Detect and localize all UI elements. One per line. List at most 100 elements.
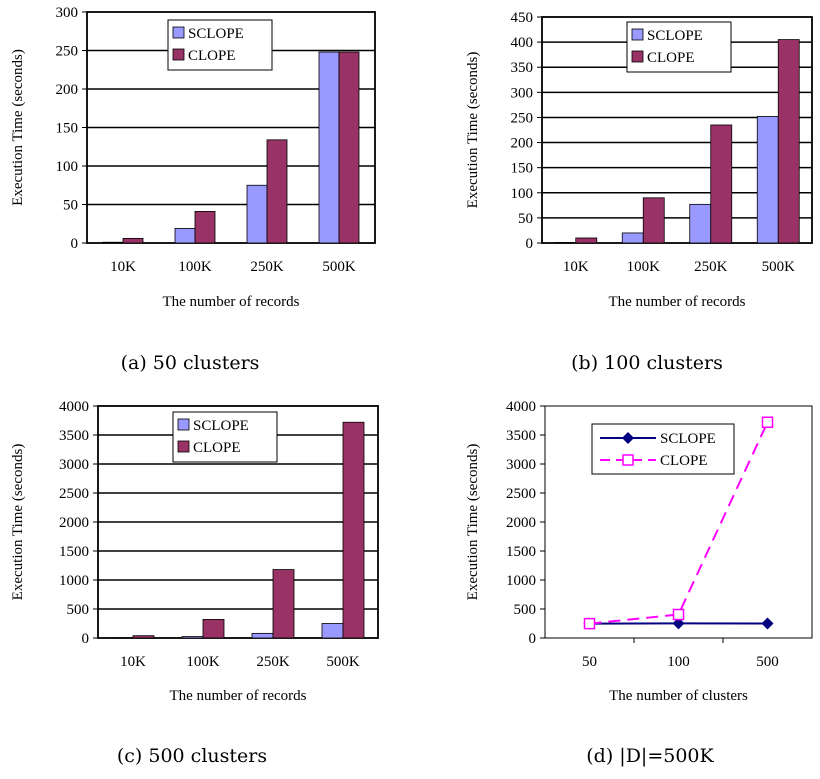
legend-label-sclope: SCLOPE xyxy=(188,26,244,42)
x-tick-label: 100 xyxy=(667,654,690,670)
point-clope xyxy=(585,619,595,629)
bar-clope xyxy=(195,211,215,243)
bar-clope xyxy=(203,619,224,638)
y-tick-label: 1000 xyxy=(506,573,536,589)
legend-label-clope: CLOPE xyxy=(188,48,236,64)
bar-clope xyxy=(339,52,359,243)
y-tick-label: 4000 xyxy=(59,399,89,415)
x-axis-label: The number of records xyxy=(162,294,299,310)
y-tick-label: 3000 xyxy=(506,457,536,473)
x-tick-label: 500 xyxy=(756,654,779,670)
y-tick-label: 0 xyxy=(526,236,534,252)
bar-sclope xyxy=(322,624,343,639)
y-tick-label: 3500 xyxy=(506,428,536,444)
x-tick-label: 10K xyxy=(120,654,146,670)
chart-caption: (a) 50 clusters xyxy=(121,352,260,374)
y-tick-label: 2500 xyxy=(59,486,89,502)
bar-sclope xyxy=(182,637,203,638)
legend-marker-clope xyxy=(623,455,633,465)
bar-clope xyxy=(273,570,294,638)
bar-sclope xyxy=(247,185,267,243)
y-tick-label: 0 xyxy=(82,631,90,647)
legend-label-sclope: SCLOPE xyxy=(647,28,703,44)
x-tick-label: 10K xyxy=(110,259,136,275)
x-tick-label: 500K xyxy=(762,259,796,275)
chart-caption: (c) 500 clusters xyxy=(117,745,267,767)
bar-clope xyxy=(267,140,287,243)
legend-swatch-clope xyxy=(632,51,643,62)
legend-swatch-clope xyxy=(178,441,189,452)
legend-label-clope: CLOPE xyxy=(193,440,241,456)
y-tick-label: 3500 xyxy=(59,428,89,444)
y-tick-label: 4000 xyxy=(506,399,536,415)
x-tick-label: 250K xyxy=(250,259,284,275)
y-tick-label: 2000 xyxy=(506,515,536,531)
bar-clope xyxy=(343,422,364,638)
bar-clope xyxy=(123,238,143,243)
y-axis-label: Execution Time (seconds) xyxy=(465,444,481,601)
chart-caption: (d) |D|=500K xyxy=(586,745,714,767)
bar-sclope xyxy=(175,228,195,243)
x-tick-label: 100K xyxy=(627,259,661,275)
y-axis-label: Execution Time (seconds) xyxy=(465,52,481,209)
y-tick-label: 500 xyxy=(67,602,90,618)
legend-swatch-clope xyxy=(173,49,184,60)
legend-label-clope: CLOPE xyxy=(660,453,708,469)
bar-clope xyxy=(778,40,799,243)
y-tick-label: 100 xyxy=(511,186,534,202)
y-tick-label: 450 xyxy=(511,10,534,26)
bar-sclope xyxy=(622,233,643,243)
y-tick-label: 3000 xyxy=(59,457,89,473)
bar-clope xyxy=(133,636,154,638)
bar-sclope xyxy=(319,52,339,243)
legend-swatch-sclope xyxy=(632,29,643,40)
y-tick-label: 1500 xyxy=(506,544,536,560)
x-tick-label: 500K xyxy=(326,654,360,670)
y-tick-label: 250 xyxy=(511,110,534,126)
bar-sclope xyxy=(252,633,273,638)
x-tick-label: 100K xyxy=(186,654,220,670)
y-tick-label: 300 xyxy=(511,85,534,101)
y-tick-label: 150 xyxy=(56,121,79,137)
y-tick-label: 1500 xyxy=(59,544,89,560)
y-tick-label: 200 xyxy=(511,136,534,152)
chart-caption: (b) 100 clusters xyxy=(571,352,723,374)
legend-label-clope: CLOPE xyxy=(647,50,695,66)
y-tick-label: 50 xyxy=(518,211,533,227)
y-tick-label: 50 xyxy=(63,198,78,214)
x-tick-label: 250K xyxy=(256,654,290,670)
y-tick-label: 0 xyxy=(529,631,537,647)
bar-sclope xyxy=(555,242,576,243)
bar-sclope xyxy=(103,242,123,243)
x-tick-label: 10K xyxy=(563,259,589,275)
x-axis-label: The number of records xyxy=(608,294,745,310)
bar-clope xyxy=(711,125,732,243)
y-tick-label: 250 xyxy=(56,44,79,60)
legend-swatch-sclope xyxy=(173,27,184,38)
y-tick-label: 200 xyxy=(56,82,79,98)
y-tick-label: 0 xyxy=(71,236,79,252)
y-tick-label: 100 xyxy=(56,159,79,175)
y-tick-label: 2500 xyxy=(506,486,536,502)
y-axis-label: Execution Time (seconds) xyxy=(10,49,26,206)
legend-label-sclope: SCLOPE xyxy=(660,431,716,447)
bar-clope xyxy=(576,238,597,243)
y-tick-label: 1000 xyxy=(59,573,89,589)
y-tick-label: 400 xyxy=(511,35,534,51)
x-axis-label: The number of records xyxy=(169,688,306,704)
x-tick-label: 100K xyxy=(178,259,212,275)
x-axis-label: The number of clusters xyxy=(609,688,748,704)
chart-a: 0 50 100 150 200 250 300 10K 100K 250K 500K SCLOPE C… xyxy=(10,5,375,374)
y-tick-label: 150 xyxy=(511,161,534,177)
bar-sclope xyxy=(690,204,711,243)
y-tick-label: 300 xyxy=(56,5,79,21)
legend-label-sclope: SCLOPE xyxy=(193,418,249,434)
x-tick-label: 500K xyxy=(322,259,356,275)
bar-clope xyxy=(643,198,664,243)
x-tick-label: 50 xyxy=(582,654,597,670)
y-tick-label: 350 xyxy=(511,60,534,76)
